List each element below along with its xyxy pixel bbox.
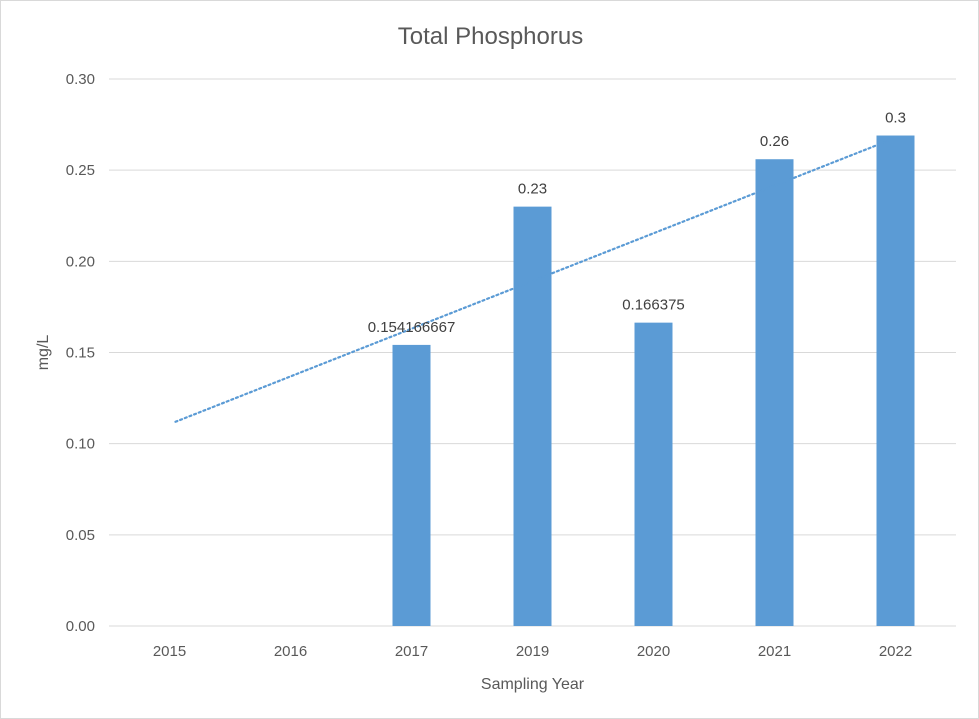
data-label: 0.166375 (622, 297, 685, 314)
bar (634, 322, 673, 626)
y-tick-label: 0.10 (66, 436, 95, 453)
x-tick-label: 2015 (153, 643, 186, 660)
y-tick-label: 0.15 (66, 345, 95, 362)
bar (755, 159, 794, 626)
trendline-layer (174, 139, 889, 423)
y-tick-label: 0.20 (66, 253, 95, 270)
x-axis-ticks: 2015 2016 2017 2019 2020 2021 2022 (153, 643, 912, 660)
x-tick-label: 2021 (758, 643, 791, 660)
x-tick-label: 2020 (637, 643, 670, 660)
x-tick-label: 2019 (516, 643, 549, 660)
y-tick-label: 0.05 (66, 527, 95, 544)
trendline (174, 139, 889, 423)
x-tick-label: 2016 (274, 643, 307, 660)
bar (876, 135, 915, 627)
bars (392, 135, 915, 627)
data-label: 0.154166667 (368, 319, 456, 336)
y-axis-ticks: 0.00 0.05 0.10 0.15 0.20 0.25 0.30 (66, 71, 95, 635)
x-tick-label: 2017 (395, 643, 428, 660)
y-tick-label: 0.30 (66, 71, 95, 88)
x-tick-label: 2022 (879, 643, 912, 660)
y-tick-label: 0.25 (66, 162, 95, 179)
bar (513, 206, 552, 626)
y-axis-title: mg/L (35, 335, 52, 371)
y-tick-label: 0.00 (66, 618, 95, 635)
data-label: 0.3 (885, 110, 906, 127)
data-label: 0.26 (760, 133, 789, 150)
bar (392, 344, 431, 626)
data-labels: 0.154166667 0.23 0.166375 0.26 0.3 (368, 110, 906, 336)
x-axis-title: Sampling Year (481, 676, 585, 693)
data-label: 0.23 (518, 181, 547, 198)
chart-title: Total Phosphorus (398, 23, 583, 50)
